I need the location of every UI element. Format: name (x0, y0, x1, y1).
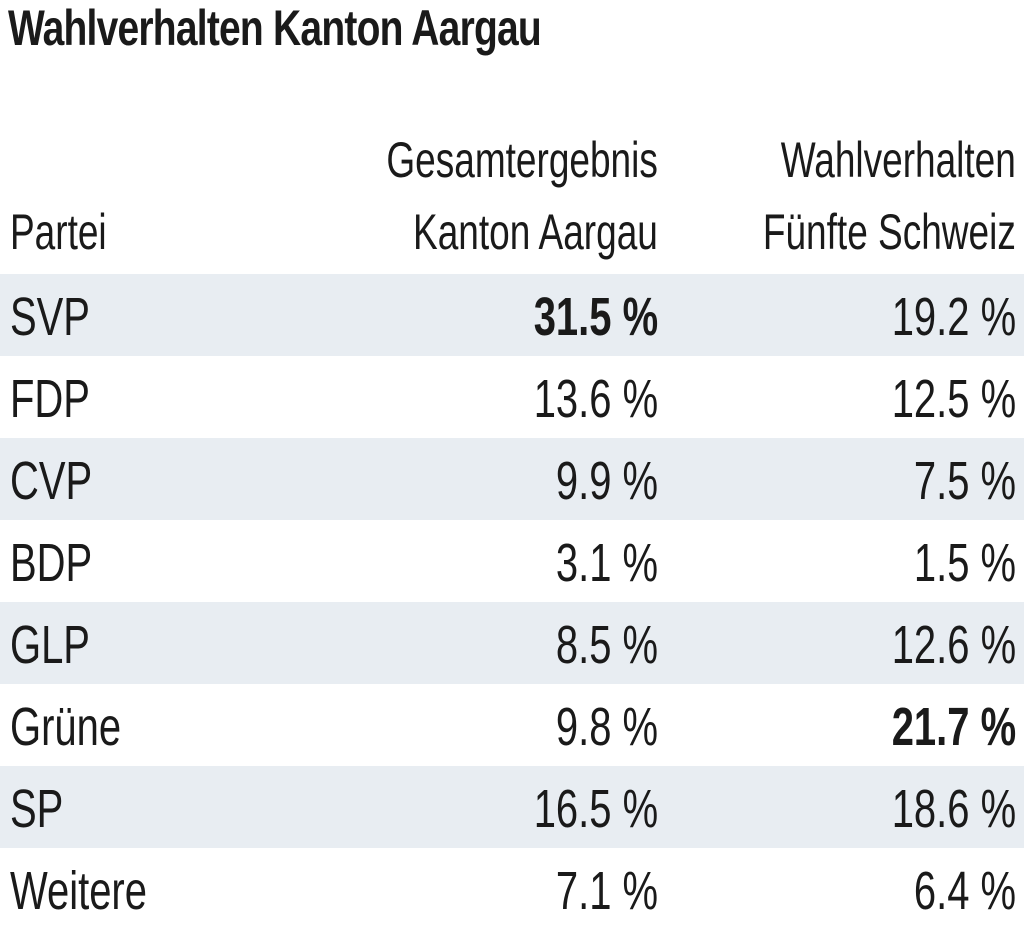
table-header: Partei Gesamtergebnis Kanton Aargau Wahl… (0, 122, 1024, 274)
kanton-value-cell: 9.9 % (555, 451, 658, 511)
kanton-value-cell: 3.1 % (555, 533, 658, 593)
kanton-value-cell: 31.5 % (533, 287, 658, 347)
column-header-partei: Partei (10, 196, 107, 268)
fuenfte-schweiz-value-cell: 6.4 % (913, 861, 1016, 921)
party-name-cell: Grüne (10, 697, 122, 757)
column-header-line: Fünfte Schweiz (763, 204, 1016, 260)
table-row: Weitere 7.1 % 6.4 % (0, 848, 1024, 930)
kanton-value-cell: 16.5 % (533, 779, 658, 839)
table-row: SVP 31.5 % 19.2 % (0, 274, 1024, 356)
fuenfte-schweiz-value-cell: 7.5 % (913, 451, 1016, 511)
party-name-cell: FDP (10, 369, 90, 429)
table-row: SP 16.5 % 18.6 % (0, 766, 1024, 848)
table-row: CVP 9.9 % 7.5 % (0, 438, 1024, 520)
party-name-cell: SVP (10, 287, 90, 347)
column-header-line: Kanton Aargau (413, 204, 658, 260)
column-header-gesamtergebnis: Gesamtergebnis Kanton Aargau (387, 124, 658, 268)
party-name-cell: GLP (10, 615, 90, 675)
fuenfte-schweiz-value-cell: 19.2 % (891, 287, 1016, 347)
column-header-fuenfte-schweiz: Wahlverhalten Fünfte Schweiz (763, 124, 1016, 268)
table-row: GLP 8.5 % 12.6 % (0, 602, 1024, 684)
fuenfte-schweiz-value-cell: 18.6 % (891, 779, 1016, 839)
party-name-cell: Weitere (10, 861, 147, 921)
fuenfte-schweiz-value-cell: 21.7 % (891, 697, 1016, 757)
table-row: FDP 13.6 % 12.5 % (0, 356, 1024, 438)
fuenfte-schweiz-value-cell: 12.6 % (891, 615, 1016, 675)
party-name-cell: SP (10, 779, 64, 839)
column-header-line: Wahlverhalten (780, 132, 1016, 188)
party-name-cell: CVP (10, 451, 93, 511)
table-row: Grüne 9.8 % 21.7 % (0, 684, 1024, 766)
kanton-value-cell: 9.8 % (555, 697, 658, 757)
results-table: Partei Gesamtergebnis Kanton Aargau Wahl… (0, 122, 1024, 930)
chart-title: Wahlverhalten Kanton Aargau (8, 0, 542, 56)
party-name-cell: BDP (10, 533, 93, 593)
column-header-line: Gesamtergebnis (386, 132, 658, 188)
column-header-line: Partei (10, 204, 107, 260)
kanton-value-cell: 7.1 % (555, 861, 658, 921)
table-row: BDP 3.1 % 1.5 % (0, 520, 1024, 602)
fuenfte-schweiz-value-cell: 12.5 % (891, 369, 1016, 429)
table-body: SVP 31.5 % 19.2 % FDP 13.6 % 12.5 % CVP 9.9 % 7.… (0, 274, 1024, 930)
fuenfte-schweiz-value-cell: 1.5 % (913, 533, 1016, 593)
kanton-value-cell: 8.5 % (555, 615, 658, 675)
kanton-value-cell: 13.6 % (533, 369, 658, 429)
